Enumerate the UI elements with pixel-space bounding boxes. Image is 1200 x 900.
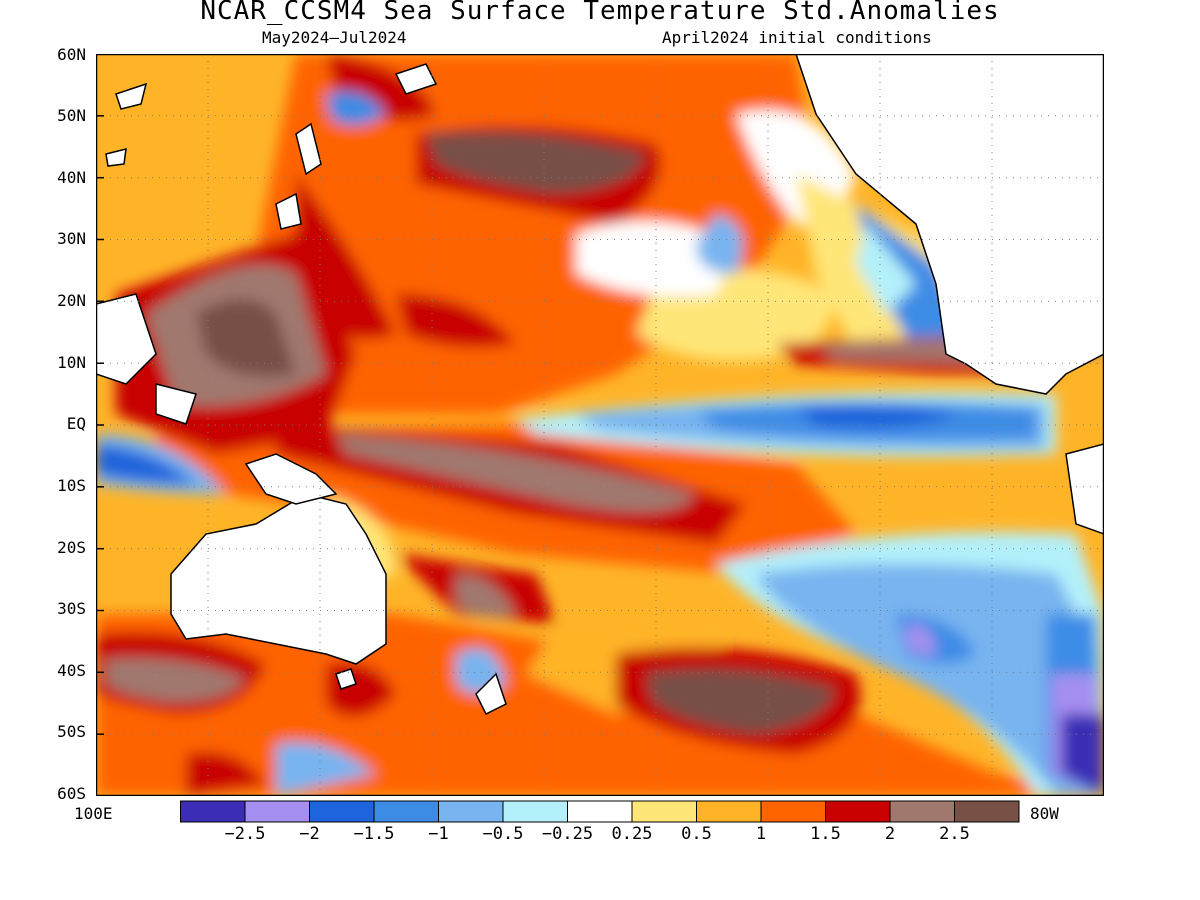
colorbar-label: 2.5 [939, 824, 970, 844]
colorbar-box [825, 800, 891, 823]
colorbar-box [567, 800, 633, 823]
colorbar-label: −1.5 [353, 824, 395, 844]
anomaly-map [96, 54, 1104, 796]
land-masses [96, 54, 1104, 716]
lat-label-50n: 50N [57, 106, 86, 125]
colorbar-label: −0.5 [482, 824, 524, 844]
lat-label-40s: 40S [57, 661, 86, 680]
colorbar-box [373, 800, 439, 823]
lat-label-30s: 30S [57, 599, 86, 618]
colorbar-box [309, 800, 375, 823]
colorbar-label: −2 [299, 824, 320, 844]
colorbar-label: 1 [755, 824, 767, 844]
graticule [96, 54, 1104, 796]
colorbar [180, 800, 1020, 823]
colorbar-label: 0.25 [611, 824, 653, 844]
colorbar-label: −1 [428, 824, 449, 844]
lat-label-40n: 40N [57, 168, 86, 187]
colorbar-box [696, 800, 762, 823]
lat-label-60s: 60S [57, 784, 86, 803]
colorbar-box [502, 800, 568, 823]
lat-label-eq: EQ [66, 414, 86, 433]
colorbar-label: 0.5 [681, 824, 712, 844]
colorbar-label: −0.25 [541, 824, 594, 844]
colorbar-label: −2.5 [224, 824, 266, 844]
lat-label-50s: 50S [57, 722, 86, 741]
colorbar-box [180, 800, 246, 823]
lat-ticks [96, 54, 104, 796]
lat-label-10s: 10S [57, 476, 86, 495]
colorbar-box [760, 800, 826, 823]
lat-label-20s: 20S [57, 538, 86, 557]
map-title: NCAR_CCSM4 Sea Surface Temperature Std.A… [200, 0, 1000, 26]
colorbar-box [438, 800, 504, 823]
colorbar-box [631, 800, 697, 823]
lon-label-100e: 100E [74, 804, 113, 823]
colorbar-box [244, 800, 310, 823]
lat-label-60n: 60N [57, 45, 86, 64]
lon-label-80w: 80W [1030, 804, 1059, 823]
lat-label-20n: 20N [57, 291, 86, 310]
colorbar-box [889, 800, 955, 823]
forecast-period: May2024–Jul2024 [262, 28, 407, 47]
colorbar-label: 2 [884, 824, 896, 844]
lat-label-10n: 10N [57, 353, 86, 372]
lat-label-30n: 30N [57, 229, 86, 248]
colorbar-label: 1.5 [810, 824, 841, 844]
initial-conditions: April2024 initial conditions [662, 28, 932, 47]
colorbar-box [954, 800, 1020, 823]
